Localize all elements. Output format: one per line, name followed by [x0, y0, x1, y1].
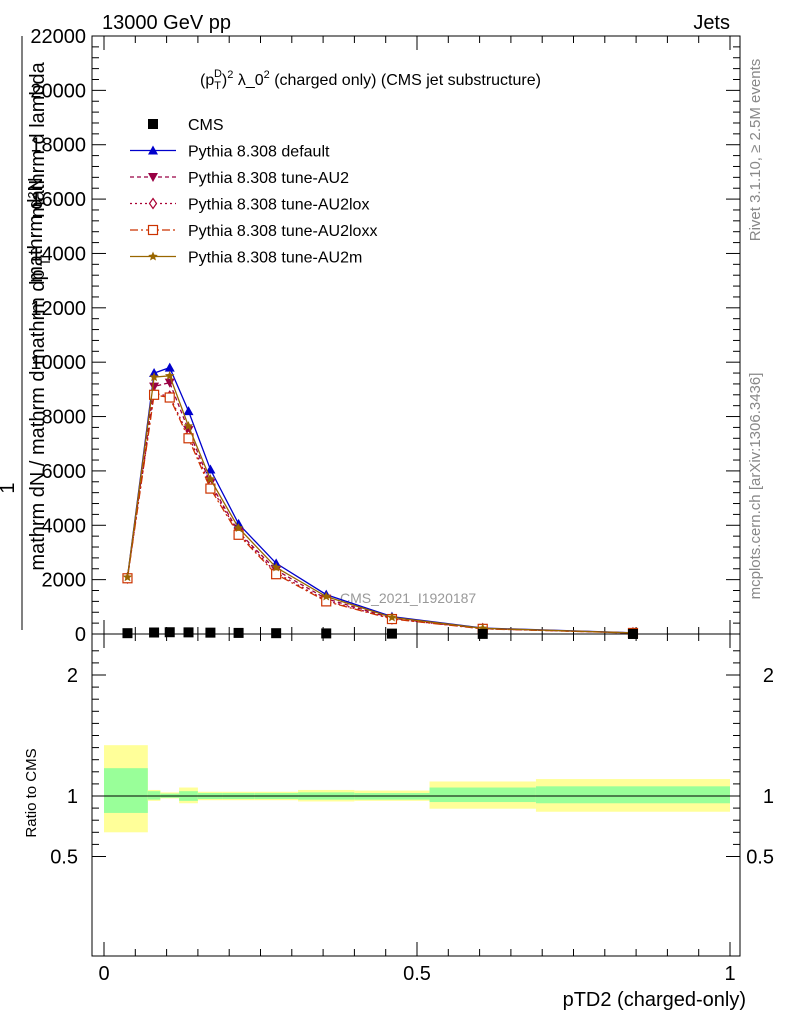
- series-4-point: [205, 474, 216, 484]
- data-points-layer: [122, 627, 638, 639]
- svg-text:T: T: [37, 257, 53, 266]
- cms-data-point: [164, 627, 175, 638]
- series-3-point: [164, 392, 175, 403]
- legend-marker: [148, 173, 158, 182]
- rivet-version-label: Rivet 3.1.10, ≥ 2.5M events: [747, 59, 764, 242]
- legend-label: Pythia 8.308 tune-AU2m: [188, 250, 362, 267]
- ratio-x-tick-label: 1: [724, 963, 735, 985]
- ratio-stat-band: [429, 787, 536, 803]
- main-plot-title: (pTD)2 λ_02 (charged only) (CMS jet subs…: [200, 68, 541, 92]
- legend-marker: [148, 119, 158, 129]
- series-4-point: [233, 522, 244, 533]
- legend: CMS Pythia 8.308 default Pythia 8.308 tune…: [130, 117, 377, 267]
- cms-data-point: [183, 627, 194, 638]
- analysis-watermark: CMS_2021_I1920187: [340, 590, 476, 606]
- ratio-stat-band: [104, 768, 148, 813]
- main-y-tick-label: 8000: [42, 407, 87, 429]
- cms-data-point: [122, 628, 133, 639]
- main-y-tick-label: 2000: [42, 570, 87, 592]
- ratio-plot-frame: [91, 633, 741, 957]
- main-y-tick-label: 10000: [30, 352, 86, 374]
- legend-marker: [147, 224, 159, 236]
- series-4-point: [271, 562, 281, 572]
- main-y-tick-label: 4000: [42, 515, 87, 537]
- series-3-point: [271, 569, 282, 580]
- ratio-y-axis-label: Ratio to CMS: [23, 748, 40, 837]
- main-y-axis: 0 2000 4000 6000 8000 10000 12000 14000 16000 180…: [30, 26, 740, 646]
- series-0-point: [164, 362, 175, 372]
- cms-data-point: [321, 628, 332, 639]
- cms-data-point: [149, 627, 160, 638]
- ratio-y-tick-label: 2: [67, 665, 78, 687]
- svg-text:mathrm d lambda: mathrm d lambda: [27, 61, 49, 217]
- ratio-x-axis: 0 0.5 1: [98, 634, 736, 985]
- main-y-tick-label: 0: [75, 624, 86, 646]
- legend-label: Pythia 8.308 tune-AU2loxx: [188, 223, 377, 240]
- ratio-uncertainty-bands: [104, 745, 730, 833]
- x-axis-label: pTD2 (charged-only): [563, 989, 746, 1011]
- series-4-point: [149, 372, 159, 382]
- ratio-x-tick-label: 0: [98, 963, 109, 985]
- ratio-y-tick-label-right: 2: [763, 665, 774, 687]
- series-4-point: [183, 421, 194, 431]
- svg-text:1: 1: [0, 482, 19, 493]
- ratio-y-tick-label: 1: [67, 786, 78, 808]
- cms-data-point: [233, 627, 244, 638]
- series-4-point: [321, 591, 331, 601]
- legend-marker: [148, 251, 158, 261]
- legend-marker: [148, 145, 158, 155]
- legend-label: CMS: [188, 117, 224, 134]
- header-category-label: Jets: [693, 12, 730, 34]
- main-y-tick-label: 20000: [30, 80, 86, 102]
- svg-text:mathrm dN / mathrm d mathrm dp: mathrm dN / mathrm d mathrm dp: [27, 269, 49, 570]
- header-energy-label: 13000 GeV pp: [102, 12, 231, 34]
- cms-data-point: [271, 628, 282, 639]
- series-0-point: [205, 464, 216, 474]
- ratio-x-tick-label: 0.5: [403, 963, 431, 985]
- ratio-y-tick-label-right: 1: [763, 786, 774, 808]
- legend-label: Pythia 8.308 tune-AU2lox: [188, 197, 369, 214]
- main-y-tick-label: 6000: [42, 461, 87, 483]
- main-y-tick-label: 22000: [30, 26, 86, 48]
- mcplots-reference-label: mcplots.cern.ch [arXiv:1306.3436]: [747, 373, 764, 600]
- series-3-point: [205, 483, 216, 494]
- main-y-tick-label: 14000: [30, 243, 86, 265]
- legend-label: Pythia 8.308 tune-AU2: [188, 170, 349, 187]
- cms-data-point: [205, 627, 216, 638]
- series-4-point: [387, 612, 397, 622]
- ratio-stat-band: [147, 791, 161, 800]
- series-3-point: [148, 389, 160, 400]
- main-y-axis-label: 1 mathrm d²N mathrm dN / mathrm d mathrm…: [0, 36, 53, 630]
- ratio-stat-band: [535, 786, 730, 804]
- svg-text:mathrm d²N: mathrm d²N: [25, 177, 47, 283]
- svg-text:(pTD)2 λ_02 (charged only) (CM: (pTD)2 λ_02 (charged only) (CMS jet subs…: [200, 68, 541, 92]
- main-y-tick-label: 18000: [30, 135, 86, 157]
- ratio-y-tick-label-right: 0.5: [746, 847, 774, 869]
- legend-label: Pythia 8.308 default: [188, 144, 330, 161]
- series-3-point: [233, 529, 244, 540]
- main-y-tick-label: 12000: [30, 298, 86, 320]
- main-y-tick-label: 16000: [30, 189, 86, 211]
- series-1-point: [149, 382, 160, 392]
- series-4-point: [164, 370, 175, 380]
- series-0-point: [183, 406, 194, 416]
- ratio-y-tick-label: 0.5: [50, 847, 78, 869]
- legend-marker: [148, 197, 158, 210]
- ratio-y-axis: 0.5 0.5 1 1 2 2: [50, 650, 774, 869]
- series-4-point: [122, 572, 133, 582]
